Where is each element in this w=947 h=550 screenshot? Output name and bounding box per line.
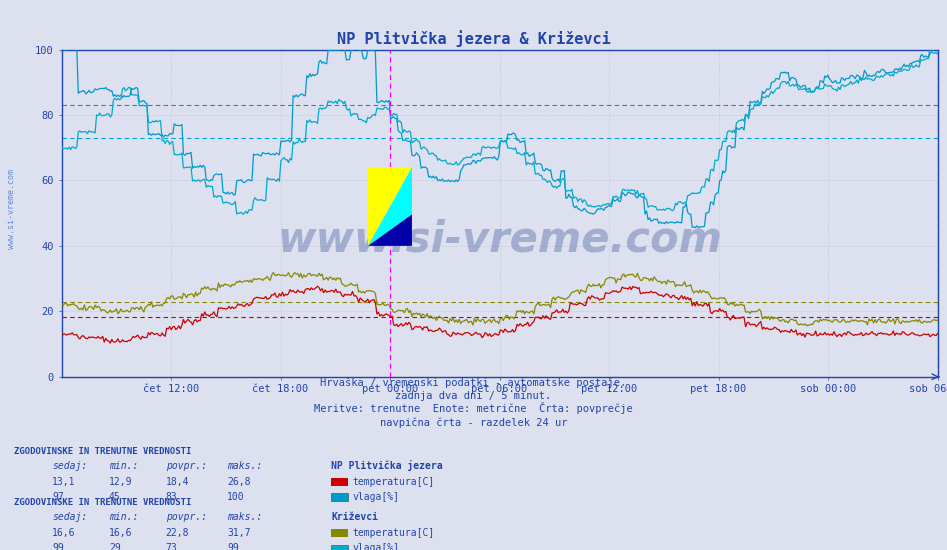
- Text: 99: 99: [52, 543, 63, 550]
- Text: Križevci: Križevci: [331, 512, 379, 522]
- Text: vlaga[%]: vlaga[%]: [352, 543, 400, 550]
- Text: min.:: min.:: [109, 461, 138, 471]
- Text: 13,1: 13,1: [52, 476, 76, 487]
- Text: zadnja dva dni / 5 minut.: zadnja dva dni / 5 minut.: [396, 391, 551, 401]
- Text: maks.:: maks.:: [227, 512, 262, 522]
- Text: 26,8: 26,8: [227, 476, 251, 487]
- Text: temperatura[C]: temperatura[C]: [352, 527, 435, 538]
- Text: 31,7: 31,7: [227, 527, 251, 538]
- Text: 16,6: 16,6: [52, 527, 76, 538]
- Text: 18,4: 18,4: [166, 476, 189, 487]
- Text: 16,6: 16,6: [109, 527, 133, 538]
- Text: sedaj:: sedaj:: [52, 461, 87, 471]
- Text: temperatura[C]: temperatura[C]: [352, 476, 435, 487]
- Polygon shape: [368, 167, 412, 246]
- Text: 12,9: 12,9: [109, 476, 133, 487]
- Text: ZGODOVINSKE IN TRENUTNE VREDNOSTI: ZGODOVINSKE IN TRENUTNE VREDNOSTI: [14, 447, 191, 456]
- Text: povpr.:: povpr.:: [166, 512, 206, 522]
- Text: www.si-vreme.com: www.si-vreme.com: [7, 169, 16, 249]
- Text: 97: 97: [52, 492, 63, 502]
- Text: Meritve: trenutne  Enote: metrične  Črta: povprečje: Meritve: trenutne Enote: metrične Črta: …: [314, 403, 633, 415]
- Text: min.:: min.:: [109, 512, 138, 522]
- Text: povpr.:: povpr.:: [166, 461, 206, 471]
- Text: 22,8: 22,8: [166, 527, 189, 538]
- Text: NP Plitvička jezera & Križevci: NP Plitvička jezera & Križevci: [336, 30, 611, 47]
- Text: maks.:: maks.:: [227, 461, 262, 471]
- Text: 29: 29: [109, 543, 120, 550]
- Polygon shape: [368, 214, 412, 246]
- Text: 73: 73: [166, 543, 177, 550]
- Text: 83: 83: [166, 492, 177, 502]
- Text: 100: 100: [227, 492, 245, 502]
- Text: Hrvaška / vremenski podatki - avtomatske postaje.: Hrvaška / vremenski podatki - avtomatske…: [320, 378, 627, 388]
- Polygon shape: [368, 167, 412, 246]
- Text: vlaga[%]: vlaga[%]: [352, 492, 400, 502]
- Text: sedaj:: sedaj:: [52, 512, 87, 522]
- Text: www.si-vreme.com: www.si-vreme.com: [277, 218, 722, 260]
- Text: navpična črta - razdelek 24 ur: navpična črta - razdelek 24 ur: [380, 417, 567, 428]
- Text: 45: 45: [109, 492, 120, 502]
- Text: ZGODOVINSKE IN TRENUTNE VREDNOSTI: ZGODOVINSKE IN TRENUTNE VREDNOSTI: [14, 498, 191, 507]
- Text: NP Plitvička jezera: NP Plitvička jezera: [331, 460, 443, 471]
- Text: 99: 99: [227, 543, 239, 550]
